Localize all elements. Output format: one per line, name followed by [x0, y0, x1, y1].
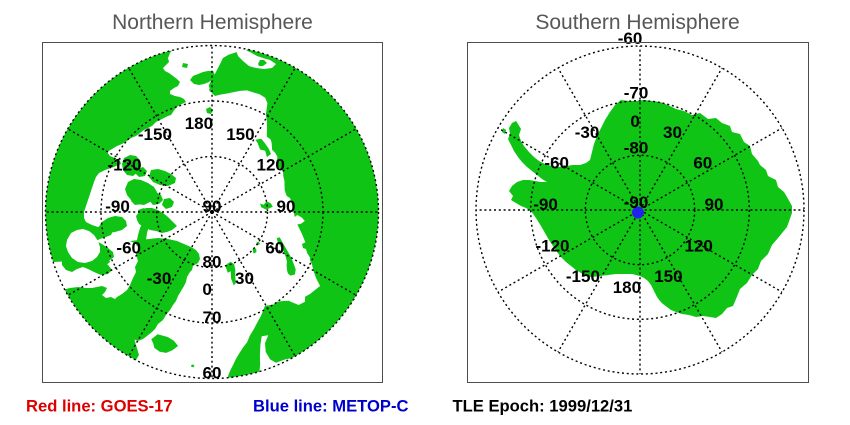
svg-text:Red line: GOES-17: Red line: GOES-17 [26, 397, 173, 416]
svg-text:TLE Epoch: 1999/12/31: TLE Epoch: 1999/12/31 [453, 397, 633, 416]
svg-text:120: 120 [257, 156, 285, 175]
svg-text:180: 180 [613, 278, 641, 297]
svg-text:-90: -90 [533, 195, 558, 214]
svg-text:-30: -30 [147, 269, 172, 288]
svg-text:-150: -150 [138, 125, 172, 144]
svg-text:150: 150 [654, 267, 682, 286]
svg-text:90: 90 [277, 197, 296, 216]
svg-text:Northern Hemisphere: Northern Hemisphere [112, 11, 313, 34]
svg-text:-120: -120 [535, 237, 569, 256]
svg-text:70: 70 [203, 308, 222, 327]
svg-text:Southern Hemisphere: Southern Hemisphere [535, 11, 739, 34]
svg-text:-120: -120 [107, 156, 141, 175]
svg-text:90: 90 [203, 197, 222, 216]
svg-text:-60: -60 [618, 29, 643, 48]
svg-text:Blue line: METOP-C: Blue line: METOP-C [253, 397, 409, 416]
svg-text:-90: -90 [105, 197, 130, 216]
svg-text:80: 80 [203, 253, 222, 272]
svg-text:-80: -80 [624, 138, 649, 157]
svg-text:-30: -30 [575, 123, 600, 142]
svg-text:-60: -60 [116, 239, 141, 258]
svg-text:-90: -90 [624, 193, 649, 212]
svg-text:0: 0 [202, 280, 211, 299]
svg-text:30: 30 [663, 123, 682, 142]
svg-text:90: 90 [705, 195, 724, 214]
svg-text:60: 60 [693, 154, 712, 173]
svg-text:-150: -150 [566, 267, 600, 286]
svg-text:60: 60 [203, 364, 222, 383]
svg-text:150: 150 [226, 125, 254, 144]
svg-text:30: 30 [235, 269, 254, 288]
svg-text:0: 0 [630, 112, 639, 131]
svg-text:60: 60 [265, 239, 284, 258]
svg-text:180: 180 [185, 114, 213, 133]
svg-text:-70: -70 [624, 84, 649, 103]
svg-text:-60: -60 [544, 154, 569, 173]
svg-text:120: 120 [685, 237, 713, 256]
